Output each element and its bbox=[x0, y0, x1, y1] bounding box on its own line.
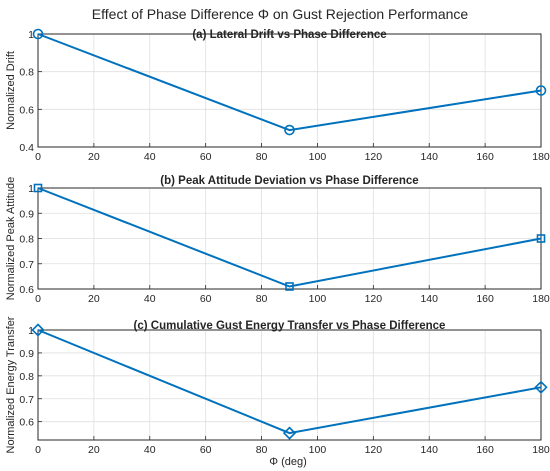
x-tick-label: 100 bbox=[309, 151, 327, 163]
y-tick-label: 0.7 bbox=[19, 394, 34, 406]
panel-3: 0 20 40 60 80 100 120 140 160 180 0.6 0.7 0.8 0.9 1 (c)… bbox=[5, 316, 550, 456]
panel-1: 0 20 40 60 80 100 120 140 160 180 0.4 0.6 0.8 1 (a) La… bbox=[5, 28, 550, 163]
x-tick-label: 180 bbox=[532, 151, 550, 163]
x-tick-label: 140 bbox=[420, 293, 438, 305]
data-point bbox=[534, 380, 548, 394]
panel-title: (b) Peak Attitude Deviation vs Phase Dif… bbox=[160, 175, 418, 187]
x-tick-label: 60 bbox=[200, 444, 212, 456]
series-line bbox=[37, 187, 542, 288]
x-axis-label: Φ (deg) bbox=[269, 456, 307, 468]
panel-title: (a) Lateral Drift vs Phase Difference bbox=[192, 29, 386, 41]
x-tick-label: 60 bbox=[200, 293, 212, 305]
y-tick-label: 0.9 bbox=[19, 348, 34, 360]
x-tick-label: 20 bbox=[88, 151, 100, 163]
x-tick-label: 80 bbox=[256, 151, 268, 163]
y-tick-label: 0.8 bbox=[19, 234, 34, 246]
y-tick-label: 0.7 bbox=[19, 259, 34, 271]
y-tick-label: 0.4 bbox=[19, 142, 34, 154]
x-tick-label: 120 bbox=[365, 151, 383, 163]
plot-area bbox=[37, 33, 542, 148]
x-tick-label: 140 bbox=[420, 151, 438, 163]
x-tick-label: 80 bbox=[256, 293, 268, 305]
x-tick-label: 20 bbox=[88, 444, 100, 456]
x-tick-label: 0 bbox=[35, 293, 41, 305]
y-axis-label: Normalized Drift bbox=[5, 51, 17, 130]
y-axis-label: Normalized Energy Transfer bbox=[5, 316, 17, 453]
panel-title: (c) Cumulative Gust Energy Transfer vs P… bbox=[134, 320, 446, 332]
y-tick-label: 1 bbox=[28, 183, 34, 195]
plot-area bbox=[37, 329, 542, 441]
x-tick-label: 120 bbox=[365, 444, 383, 456]
x-tick-label: 120 bbox=[365, 293, 383, 305]
x-tick-label: 80 bbox=[256, 444, 268, 456]
x-tick-label: 0 bbox=[35, 151, 41, 163]
x-tick-label: 160 bbox=[476, 151, 494, 163]
data-point bbox=[282, 426, 297, 440]
y-tick-label: 0.6 bbox=[19, 104, 34, 116]
data-point bbox=[32, 28, 44, 40]
data-point bbox=[535, 85, 547, 96]
x-tick-label: 180 bbox=[532, 444, 550, 456]
y-tick-label: 0.8 bbox=[19, 67, 34, 79]
x-tick-label: 180 bbox=[532, 293, 550, 305]
x-tick-label: 0 bbox=[35, 444, 41, 456]
x-tick-label: 100 bbox=[309, 293, 327, 305]
x-tick-label: 40 bbox=[144, 293, 156, 305]
x-tick-label: 160 bbox=[476, 444, 494, 456]
y-tick-label: 1 bbox=[28, 29, 34, 41]
data-point bbox=[31, 323, 45, 337]
series-line bbox=[37, 33, 542, 132]
x-tick-label: 40 bbox=[144, 444, 156, 456]
x-tick-label: 160 bbox=[476, 293, 494, 305]
data-point bbox=[536, 234, 546, 243]
x-tick-label: 40 bbox=[144, 151, 156, 163]
data-point bbox=[285, 282, 294, 291]
series-line bbox=[37, 329, 542, 435]
y-tick-label: 1 bbox=[28, 325, 34, 337]
panel-2: 0 20 40 60 80 100 120 140 160 180 0.6 0.7 0.8 0.9 1 (b)… bbox=[5, 175, 550, 305]
x-tick-label: 100 bbox=[309, 444, 327, 456]
y-tick-label: 0.8 bbox=[19, 371, 34, 383]
x-tick-label: 140 bbox=[420, 444, 438, 456]
data-point bbox=[33, 183, 43, 193]
y-axis-label: Normalized Peak Attitude bbox=[5, 177, 17, 301]
x-tick-label: 60 bbox=[200, 151, 212, 163]
x-tick-label: 20 bbox=[88, 293, 100, 305]
data-point bbox=[284, 124, 295, 136]
y-tick-label: 0.9 bbox=[19, 208, 34, 220]
y-tick-label: 0.6 bbox=[19, 417, 34, 429]
plot-frame bbox=[37, 329, 542, 441]
figure-title: Effect of Phase Difference Φ on Gust Rej… bbox=[92, 6, 469, 22]
y-tick-label: 0.6 bbox=[19, 284, 34, 296]
